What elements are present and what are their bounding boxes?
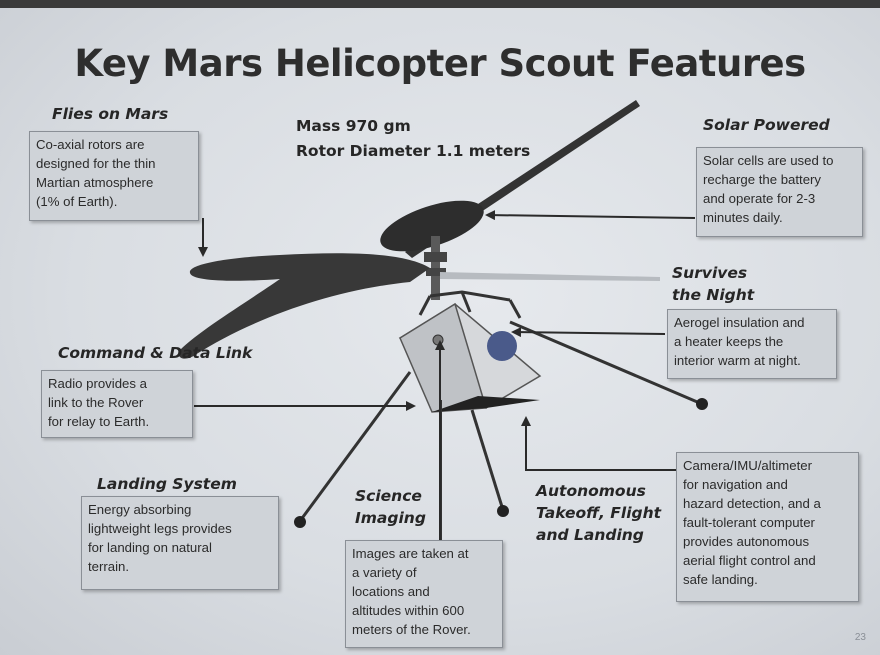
box-solar-powered: Solar cells are used to recharge the bat…: [696, 147, 863, 237]
lower-rotor-blade-right: [440, 272, 660, 281]
label-line: and Landing: [536, 526, 644, 544]
box-line: Aerogel insulation and: [674, 315, 805, 330]
box-flies-on-mars: Co-axial rotors are designed for the thi…: [29, 131, 199, 221]
box-line: interior warm at night.: [674, 353, 801, 368]
top-bar: [0, 0, 880, 8]
mast-hub: [424, 252, 447, 262]
leg-right: [509, 320, 703, 406]
leg-front: [470, 409, 505, 511]
box-line: terrain.: [88, 559, 130, 574]
mast-hub-lower: [426, 268, 446, 276]
rotor-diameter-spec: Rotor Diameter 1.1 meters: [296, 142, 531, 160]
body-bottom: [432, 396, 540, 412]
label-autonomous-flight: Autonomous Takeoff, Flight and Landing: [536, 480, 661, 546]
box-survives-the-night: Aerogel insulation and a heater keeps th…: [667, 309, 837, 379]
label-science-imaging: Science Imaging: [355, 485, 426, 529]
label-command-data-link: Command & Data Link: [58, 344, 253, 362]
label-landing-system: Landing System: [97, 475, 237, 493]
box-line: meters of the Rover.: [352, 622, 471, 637]
lower-rotor-blade-left: [178, 253, 430, 359]
box-line: for relay to Earth.: [48, 414, 150, 429]
box-line: a variety of: [352, 565, 417, 580]
box-line: designed for the thin: [36, 156, 156, 171]
foot-right: [696, 398, 708, 410]
box-command-data-link: Radio provides a link to the Rover for r…: [41, 370, 193, 438]
page-number: 23: [854, 632, 866, 643]
arrow-solar: [485, 210, 696, 221]
box-line: and operate for 2-3: [703, 191, 816, 206]
mass-spec: Mass 970 gm: [296, 117, 411, 135]
box-line: provides autonomous: [683, 534, 810, 549]
box-science-imaging: Images are taken at a variety of locatio…: [345, 540, 503, 648]
box-line: Co-axial rotors are: [36, 137, 145, 152]
box-line: lightweight legs provides: [88, 521, 232, 536]
nasa-logo-icon: [487, 331, 517, 361]
box-line: minutes daily.: [703, 210, 783, 225]
label-line: the Night: [672, 286, 755, 304]
label-survives-the-night: Survives the Night: [672, 262, 754, 306]
box-landing-system: Energy absorbing lightweight legs provid…: [81, 496, 279, 590]
helicopter-specs: Mass 970 gm Rotor Diameter 1.1 meters: [296, 114, 530, 164]
label-flies-on-mars: Flies on Mars: [52, 105, 169, 123]
box-line: Solar cells are used to: [703, 153, 834, 168]
label-line: Survives: [672, 264, 748, 282]
box-line: Images are taken at: [352, 546, 469, 561]
foot-left: [294, 516, 306, 528]
box-line: for navigation and: [683, 477, 788, 492]
box-line: link to the Rover: [48, 395, 144, 410]
label-line: Science: [355, 487, 422, 505]
box-line: recharge the battery: [703, 172, 822, 187]
box-line: (1% of Earth).: [36, 194, 118, 209]
arrow-autonomous: [521, 416, 676, 471]
box-line: Energy absorbing: [88, 502, 192, 517]
box-line: Radio provides a: [48, 376, 147, 391]
box-line: safe landing.: [683, 572, 758, 587]
label-line: Autonomous: [536, 482, 646, 500]
box-line: Martian atmosphere: [36, 175, 154, 190]
slide-title: Key Mars Helicopter Scout Features: [74, 42, 806, 85]
box-line: a heater keeps the: [674, 334, 784, 349]
box-line: hazard detection, and a: [683, 496, 821, 511]
label-line: Imaging: [355, 509, 426, 527]
frame-struts: [418, 290, 522, 319]
label-line: Takeoff, Flight: [536, 504, 662, 522]
leg-left: [298, 371, 412, 522]
arrow-night: [511, 327, 666, 338]
label-solar-powered: Solar Powered: [703, 116, 830, 134]
box-line: locations and: [352, 584, 430, 599]
box-line: for landing on natural: [88, 540, 212, 555]
box-line: aerial flight control and: [683, 553, 816, 568]
box-line: Camera/IMU/altimeter: [683, 458, 812, 473]
box-line: altitudes within 600: [352, 603, 465, 618]
foot-front: [497, 505, 509, 517]
box-line: fault-tolerant computer: [683, 515, 815, 530]
box-autonomous-flight: Camera/IMU/altimeter for navigation and …: [676, 452, 859, 602]
solar-panel-icon: [380, 200, 484, 252]
